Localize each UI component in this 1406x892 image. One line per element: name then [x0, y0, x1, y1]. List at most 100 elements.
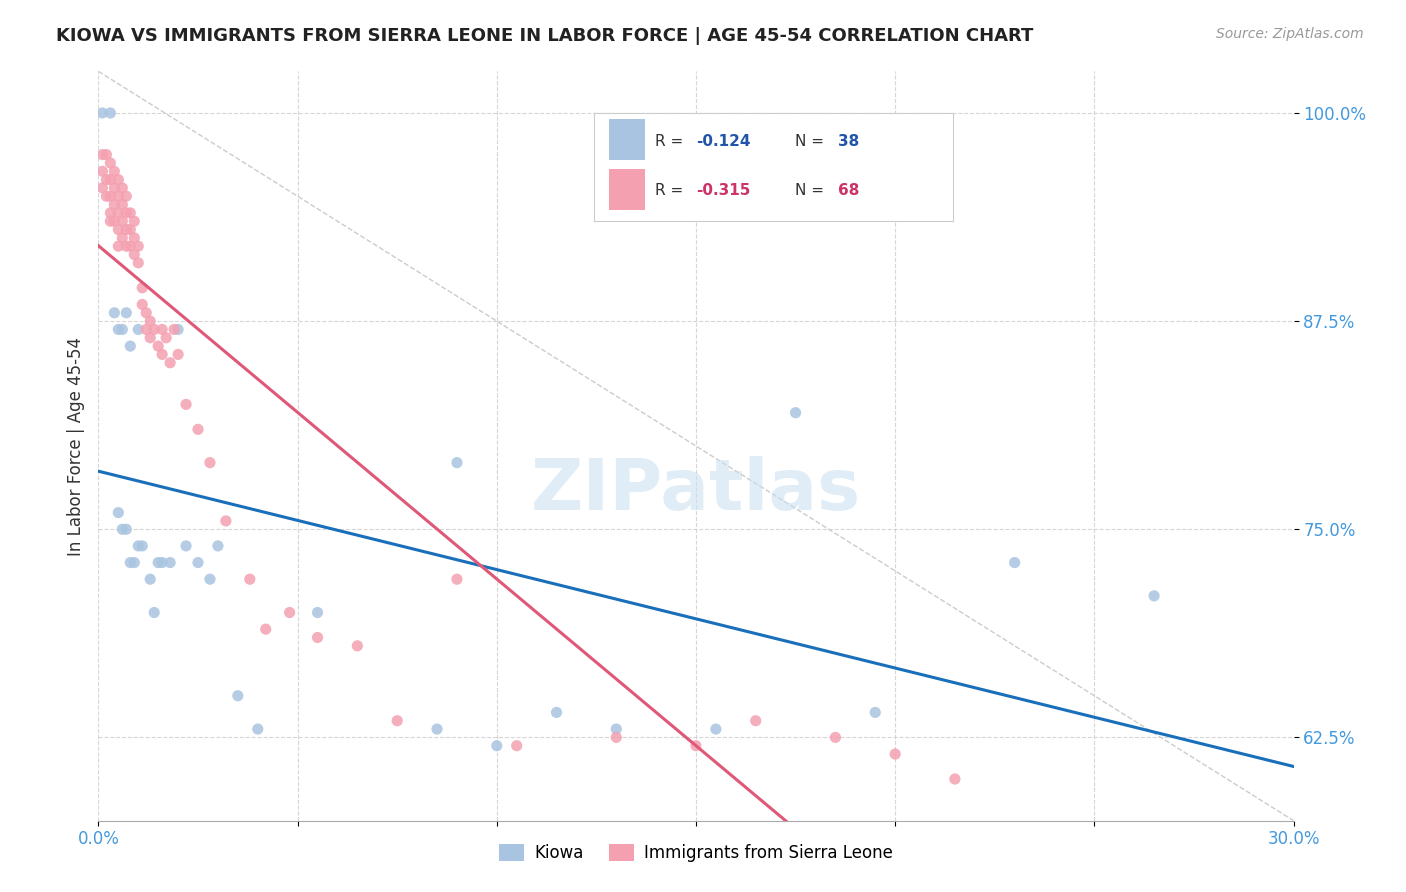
- Text: Source: ZipAtlas.com: Source: ZipAtlas.com: [1216, 27, 1364, 41]
- Point: [127, 256, 149, 270]
- Point: [605, 722, 627, 736]
- Point: [96, 172, 118, 186]
- Point: [120, 339, 142, 353]
- Point: [167, 347, 190, 361]
- Legend: Kiowa, Immigrants from Sierra Leone: Kiowa, Immigrants from Sierra Leone: [492, 837, 900, 869]
- Point: [167, 322, 190, 336]
- Point: [135, 322, 157, 336]
- Point: [127, 322, 149, 336]
- Point: [174, 397, 197, 411]
- Point: [1004, 556, 1026, 570]
- Point: [91, 181, 114, 195]
- Point: [103, 306, 125, 320]
- Point: [98, 106, 122, 120]
- Point: [148, 556, 170, 570]
- Point: [865, 706, 887, 720]
- Point: [131, 297, 153, 311]
- Point: [246, 722, 269, 736]
- Point: [107, 172, 129, 186]
- Point: [107, 189, 129, 203]
- Point: [143, 606, 166, 620]
- Point: [115, 222, 138, 236]
- Point: [111, 181, 134, 195]
- Point: [785, 406, 807, 420]
- Point: [120, 556, 142, 570]
- Point: [278, 606, 301, 620]
- Point: [187, 556, 209, 570]
- Text: KIOWA VS IMMIGRANTS FROM SIERRA LEONE IN LABOR FORCE | AGE 45-54 CORRELATION CHA: KIOWA VS IMMIGRANTS FROM SIERRA LEONE IN…: [56, 27, 1033, 45]
- Point: [98, 206, 122, 220]
- Point: [98, 214, 122, 228]
- Point: [111, 322, 134, 336]
- Point: [446, 572, 468, 586]
- Point: [307, 631, 329, 645]
- Point: [307, 606, 329, 620]
- Point: [426, 722, 449, 736]
- Point: [91, 106, 114, 120]
- Point: [111, 197, 134, 211]
- Point: [91, 147, 114, 161]
- Point: [103, 197, 125, 211]
- Point: [98, 189, 122, 203]
- Point: [120, 206, 142, 220]
- Point: [107, 239, 129, 253]
- Point: [120, 222, 142, 236]
- Point: [605, 731, 627, 745]
- Point: [150, 556, 173, 570]
- Point: [111, 522, 134, 536]
- Point: [124, 247, 146, 261]
- Point: [704, 722, 727, 736]
- Point: [943, 772, 966, 786]
- Point: [155, 331, 177, 345]
- Point: [107, 506, 129, 520]
- Point: [103, 181, 125, 195]
- Point: [115, 522, 138, 536]
- Point: [103, 164, 125, 178]
- Point: [685, 739, 707, 753]
- Point: [346, 639, 368, 653]
- Point: [131, 281, 153, 295]
- Point: [546, 706, 568, 720]
- Point: [143, 322, 166, 336]
- Point: [111, 231, 134, 245]
- Point: [115, 189, 138, 203]
- Point: [139, 331, 162, 345]
- Point: [139, 314, 162, 328]
- Point: [824, 731, 846, 745]
- Point: [139, 572, 162, 586]
- Point: [115, 306, 138, 320]
- Point: [385, 714, 409, 728]
- Point: [115, 206, 138, 220]
- Point: [198, 456, 221, 470]
- Point: [115, 239, 138, 253]
- Text: ZIPatlas: ZIPatlas: [531, 457, 860, 525]
- Y-axis label: In Labor Force | Age 45-54: In Labor Force | Age 45-54: [66, 336, 84, 556]
- Point: [884, 747, 907, 761]
- Point: [254, 622, 277, 636]
- Point: [187, 422, 209, 436]
- Point: [103, 214, 125, 228]
- Point: [111, 214, 134, 228]
- Point: [198, 572, 221, 586]
- Point: [159, 356, 181, 370]
- Point: [745, 714, 768, 728]
- Point: [150, 322, 173, 336]
- Point: [163, 322, 186, 336]
- Point: [174, 539, 197, 553]
- Point: [107, 322, 129, 336]
- Point: [135, 306, 157, 320]
- Point: [98, 172, 122, 186]
- Point: [107, 222, 129, 236]
- Point: [159, 556, 181, 570]
- Point: [150, 347, 173, 361]
- Point: [506, 739, 529, 753]
- Point: [96, 189, 118, 203]
- Point: [124, 556, 146, 570]
- Point: [127, 239, 149, 253]
- Point: [124, 214, 146, 228]
- Point: [91, 164, 114, 178]
- Point: [98, 156, 122, 170]
- Point: [485, 739, 508, 753]
- Point: [131, 539, 153, 553]
- Point: [226, 689, 249, 703]
